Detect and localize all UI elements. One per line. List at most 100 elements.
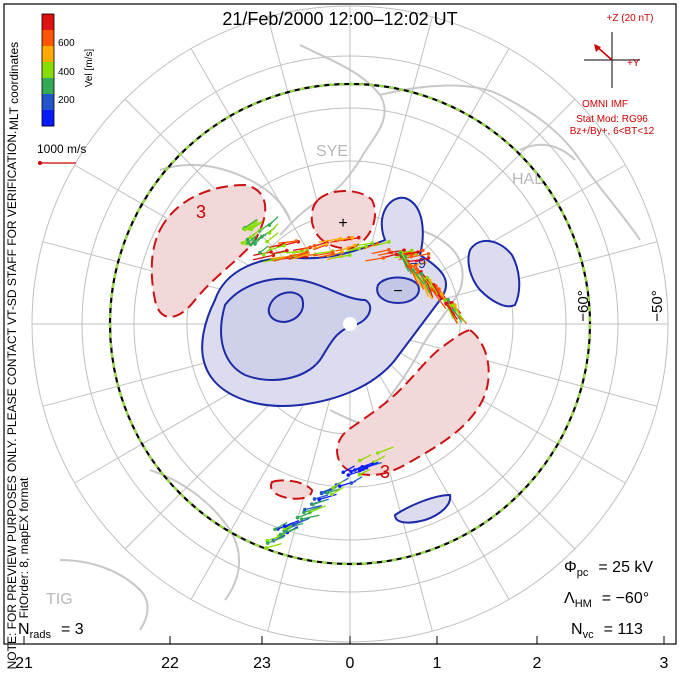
positive-cell-dawn-arc: [150, 183, 267, 318]
negative-cell-core-right: [376, 276, 420, 305]
velocity-vector-origin: [419, 272, 424, 276]
velocity-vector-origin: [387, 247, 391, 252]
reference-vector-label: 1000 m/s: [37, 142, 86, 156]
colorbar-tick-400: 400: [58, 67, 75, 78]
velocity-vector-origin: [284, 248, 289, 253]
lambda-hm-stat: ΛHM = −60°: [564, 590, 649, 610]
velocity-vector-origin: [302, 510, 306, 515]
velocity-vectors: [240, 216, 468, 550]
phi-pc-stat: Φpc = 25 kV: [564, 559, 653, 579]
negative-cell-core-left: [267, 291, 304, 324]
velocity-vector-origin: [291, 523, 296, 527]
velocity-vector: [273, 255, 292, 262]
velocity-vector: [356, 242, 373, 246]
colorbar-segment: [42, 62, 54, 79]
n-vc-stat: Nvc = 113: [571, 621, 643, 641]
velocity-vector-origin: [261, 252, 266, 257]
colorbar-tick-600: 600: [58, 38, 75, 49]
plus-marker: +: [338, 215, 347, 232]
velocity-vector-origin: [299, 517, 304, 521]
velocity-vector-origin: [246, 240, 250, 245]
velocity-vector-origin: [267, 231, 272, 235]
velocity-vector-origin: [324, 242, 329, 247]
velocity-vector: [420, 273, 431, 294]
meridian-line: [190, 48, 323, 277]
velocity-vector: [341, 244, 355, 251]
velocity-vector-origin: [381, 256, 386, 260]
mlt-tick-label: 3: [660, 655, 669, 672]
velocity-vector-origin: [421, 248, 425, 253]
velocity-vector: [351, 476, 363, 484]
velocity-vector-origin: [364, 244, 368, 248]
velocity-vector: [244, 219, 259, 230]
velocity-vector-origin: [353, 468, 357, 472]
velocity-vector-origin: [248, 242, 253, 247]
velocity-vector: [253, 234, 267, 242]
velocity-vector: [269, 223, 279, 234]
negative-cell-right-lobe: [467, 240, 521, 308]
colorbar-segment: [42, 110, 54, 127]
velocity-vector-origin: [416, 250, 420, 254]
colorbar-segment: [42, 14, 54, 31]
colorbar-segment: [42, 78, 54, 95]
velocity-vector-origin: [450, 303, 455, 308]
velocity-vector-origin: [426, 256, 431, 260]
velocity-vector: [445, 303, 458, 320]
velocity-vector-origin: [294, 239, 299, 243]
velocity-vector-origin: [357, 246, 361, 251]
velocity-vector: [312, 499, 327, 506]
station-sye: SYE: [316, 143, 348, 160]
mlt-tick-label: 23: [253, 655, 271, 672]
negative-cell-label: −9: [410, 255, 426, 271]
reference-vector-origin: [38, 161, 42, 165]
velocity-vector: [267, 245, 285, 252]
velocity-vector: [276, 241, 299, 248]
velocity-vector: [330, 254, 350, 260]
velocity-vector: [272, 249, 287, 255]
velocity-vector: [300, 245, 315, 251]
velocity-vector: [400, 251, 410, 268]
fit-info: FitOrder: 8, mapEX format: [17, 477, 31, 618]
velocity-vector-origin: [273, 527, 277, 532]
preview-notice: NOTE: FOR PREVIEW PURPOSES ONLY. PLEASE …: [5, 131, 19, 670]
velocity-vector-origin: [252, 239, 256, 243]
velocity-vector-origin: [356, 235, 361, 240]
velocity-vector-origin: [387, 240, 391, 244]
velocity-vector: [319, 253, 334, 258]
velocity-vector-origin: [295, 515, 300, 520]
positive-cell-top: [310, 190, 377, 250]
velocity-vector-origin: [409, 254, 413, 259]
n-rads-stat: Nrads = 3: [18, 621, 84, 641]
positive-cell-small: [270, 479, 314, 500]
velocity-vector: [318, 493, 337, 501]
mlt-tick-label: 1: [433, 655, 442, 672]
velocity-vector: [249, 220, 263, 229]
velocity-vector: [293, 517, 310, 526]
velocity-vector-origin: [267, 223, 272, 227]
velocity-vector: [259, 245, 269, 254]
station-hal: HAL: [512, 171, 543, 188]
velocity-vector-origin: [357, 458, 362, 463]
velocity-vector: [413, 271, 423, 289]
stat-condition: Bz+/By+, 6<BT<12: [570, 126, 655, 137]
mlt-tick-label: 0: [346, 655, 355, 672]
mlt-tick-label: 22: [161, 655, 179, 672]
velocity-vector: [412, 270, 425, 285]
velocity-vector-origin: [370, 241, 375, 245]
imf-by-label: +Y: [627, 58, 640, 69]
velocity-vector-origin: [317, 497, 321, 502]
velocity-vector-origin: [349, 469, 353, 474]
stat-mod: Stat Mod: RG96: [576, 114, 648, 125]
velocity-vector: [284, 519, 300, 527]
velocity-vector-origin: [348, 253, 352, 257]
velocity-vector: [453, 309, 463, 323]
velocity-vector-origin: [278, 532, 283, 537]
imf-source: OMNI IMF: [582, 99, 628, 110]
velocity-vector-origin: [312, 243, 317, 248]
velocity-vector-origin: [357, 468, 362, 473]
velocity-vector: [248, 221, 258, 230]
velocity-vector: [274, 521, 288, 530]
velocity-vector-origin: [341, 470, 346, 475]
velocity-vector-origin: [402, 248, 406, 252]
coordinate-system-label: MLT coordinates: [7, 42, 21, 130]
